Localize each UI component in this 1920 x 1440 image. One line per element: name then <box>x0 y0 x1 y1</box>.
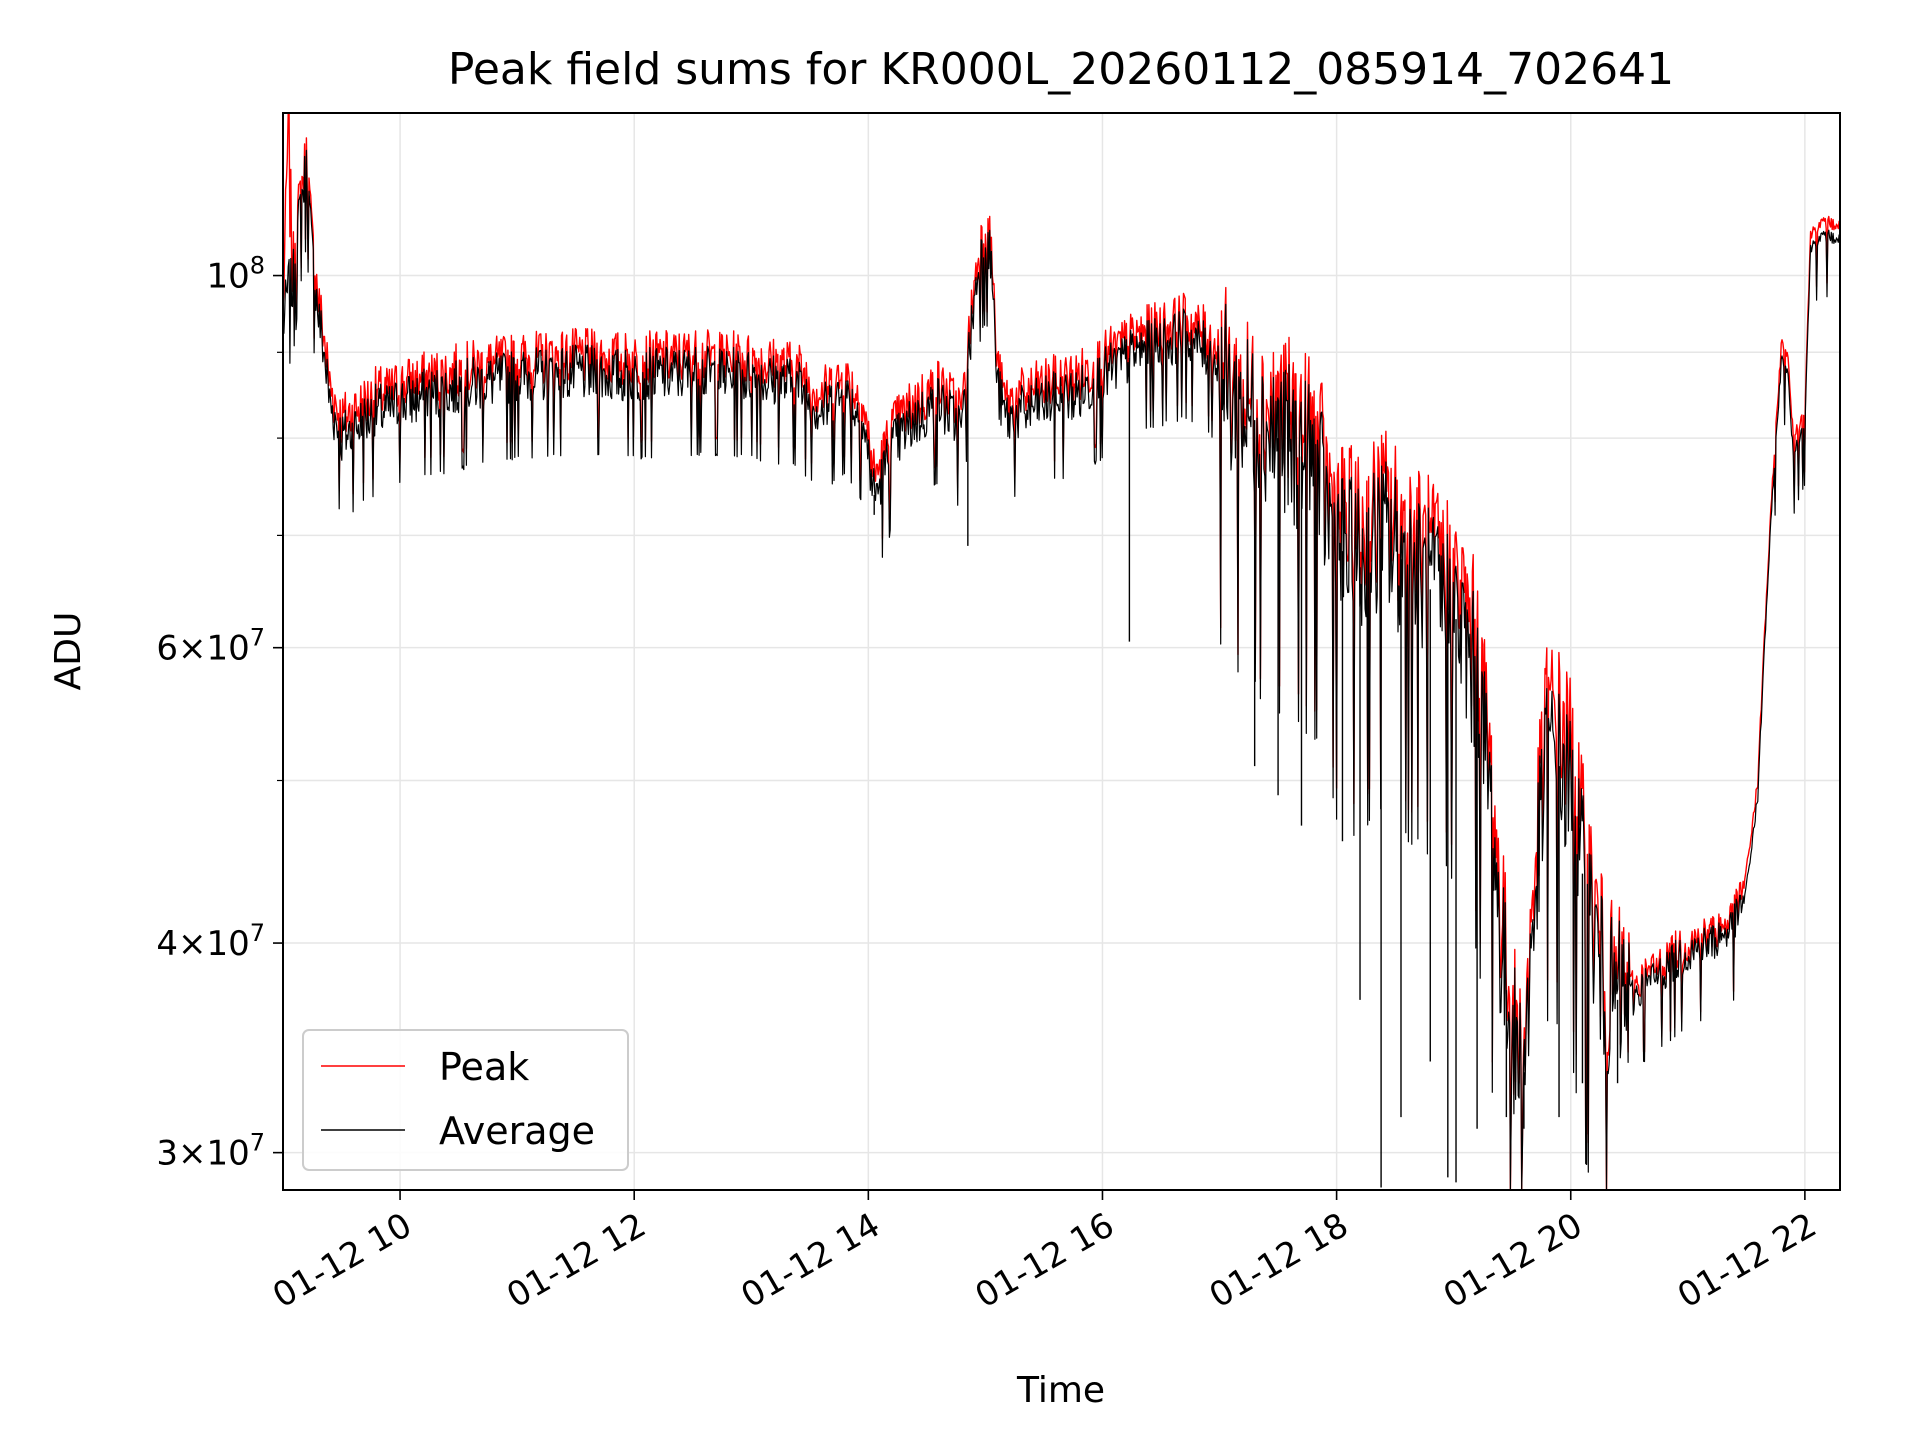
y-tick-label: 4×107 <box>156 919 265 964</box>
chart: 01-12 10 01-12 12 01-12 14 01-12 16 01-12 18… <box>0 0 1920 1440</box>
y-tick-label: 6×107 <box>156 624 265 669</box>
legend-average-label: Average <box>439 1109 595 1153</box>
y-tick-label: 3×107 <box>156 1129 265 1174</box>
x-axis-label: Time <box>1016 1370 1105 1411</box>
legend-peak-label: Peak <box>439 1045 529 1089</box>
legend: Peak Average <box>303 1030 628 1170</box>
chart-title: Peak field sums for KR000L_20260112_0859… <box>448 44 1674 95</box>
y-axis-label: ADU <box>48 612 89 691</box>
